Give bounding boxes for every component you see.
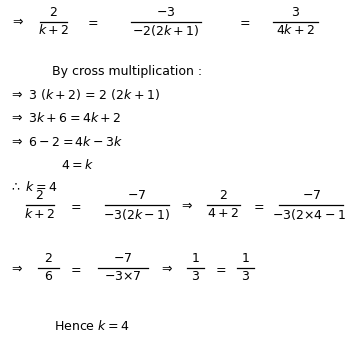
Text: $-3$: $-3$ (156, 6, 176, 19)
Text: $\Rightarrow$ $6 - 2 = 4k - 3k$: $\Rightarrow$ $6 - 2 = 4k - 3k$ (9, 135, 123, 149)
Text: $=$: $=$ (251, 199, 265, 212)
Text: $=$: $=$ (237, 15, 251, 28)
Text: $2$: $2$ (219, 189, 227, 202)
Text: $4k+2$: $4k+2$ (276, 23, 316, 37)
Text: $2$: $2$ (44, 252, 53, 265)
Text: $4 = k$: $4 = k$ (61, 158, 93, 171)
Text: $-3(2k-1)$: $-3(2k-1)$ (103, 207, 171, 222)
Text: $-2(2k+1)$: $-2(2k+1)$ (132, 23, 200, 38)
Text: $1$: $1$ (191, 252, 200, 265)
Text: By cross multiplication :: By cross multiplication : (52, 66, 202, 78)
Text: $k+2$: $k+2$ (38, 23, 69, 37)
Text: $4+2$: $4+2$ (207, 207, 239, 220)
Text: $3$: $3$ (191, 270, 200, 283)
Text: $2$: $2$ (49, 6, 58, 19)
Text: $=$: $=$ (85, 15, 99, 28)
Text: $k+2$: $k+2$ (24, 207, 55, 221)
Text: $\Rightarrow$ 3 $(k + 2)$ = 2 $(2k + 1)$: $\Rightarrow$ 3 $(k + 2)$ = 2 $(2k + 1)$ (9, 87, 160, 102)
Text: $\Rightarrow$: $\Rightarrow$ (10, 15, 25, 28)
Text: $2$: $2$ (36, 189, 44, 202)
Text: $3$: $3$ (291, 6, 300, 19)
Text: $-7$: $-7$ (302, 189, 321, 202)
Text: $-3{\times}7$: $-3{\times}7$ (104, 270, 142, 283)
Text: Hence $k = 4$: Hence $k = 4$ (54, 319, 129, 333)
Text: $=$: $=$ (213, 262, 227, 275)
Text: $1$: $1$ (241, 252, 250, 265)
Text: $\therefore$ $k = 4$: $\therefore$ $k = 4$ (9, 180, 57, 194)
Text: $-7$: $-7$ (127, 189, 146, 202)
Text: $\Rightarrow$: $\Rightarrow$ (9, 262, 23, 275)
Text: $3$: $3$ (241, 270, 250, 283)
Text: $\Rightarrow$ $3k + 6 = 4k + 2$: $\Rightarrow$ $3k + 6 = 4k + 2$ (9, 111, 121, 125)
Text: $=$: $=$ (67, 199, 81, 212)
Text: $\Rightarrow$: $\Rightarrow$ (159, 262, 173, 275)
Text: $6$: $6$ (44, 270, 53, 283)
Text: $-3(2{\times}4-1)$: $-3(2{\times}4-1)$ (272, 207, 346, 222)
Text: $-7$: $-7$ (113, 252, 133, 265)
Text: $=$: $=$ (67, 262, 81, 275)
Text: $\Rightarrow$: $\Rightarrow$ (179, 199, 193, 212)
